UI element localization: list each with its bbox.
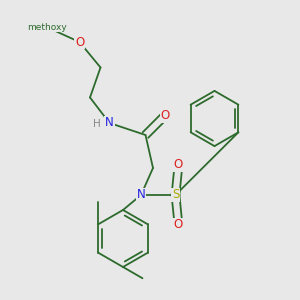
Text: N: N (136, 188, 146, 202)
Text: N: N (105, 116, 114, 130)
Text: methoxy: methoxy (27, 22, 66, 32)
Text: O: O (160, 109, 169, 122)
Text: O: O (75, 35, 84, 49)
Text: O: O (174, 218, 183, 232)
Text: S: S (172, 188, 179, 202)
Text: O: O (174, 158, 183, 172)
Text: H: H (93, 119, 101, 130)
